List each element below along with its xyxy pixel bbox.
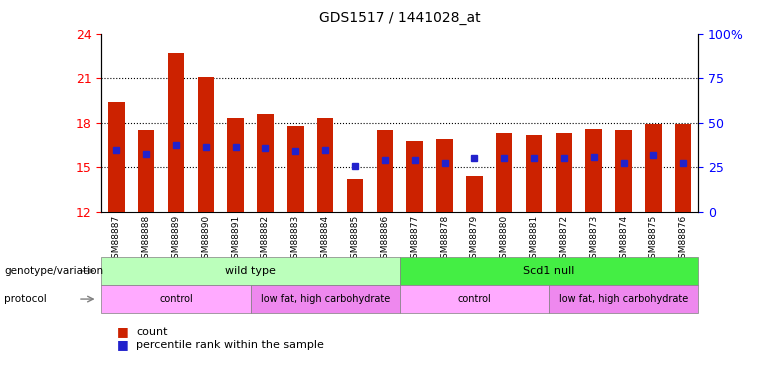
Bar (287, 126, 303, 212)
Bar (228, 118, 244, 212)
Text: protocol: protocol (4, 294, 47, 304)
Text: count: count (136, 327, 168, 337)
Bar (406, 141, 423, 212)
Text: ■: ■ (117, 339, 129, 351)
Text: control: control (159, 294, 193, 304)
Bar (675, 124, 691, 212)
Text: ■: ■ (117, 326, 129, 338)
Text: control: control (457, 294, 491, 304)
Bar (257, 114, 274, 212)
Bar (555, 133, 572, 212)
Text: Scd1 null: Scd1 null (523, 266, 575, 276)
Bar (526, 135, 542, 212)
Bar (496, 133, 512, 212)
Text: low fat, high carbohydrate: low fat, high carbohydrate (559, 294, 688, 304)
Text: GDS1517 / 1441028_at: GDS1517 / 1441028_at (319, 11, 480, 25)
Bar (645, 124, 661, 212)
Bar (138, 130, 154, 212)
Text: genotype/variation: genotype/variation (4, 266, 103, 276)
Text: wild type: wild type (225, 266, 276, 276)
Text: percentile rank within the sample: percentile rank within the sample (136, 340, 324, 350)
Bar (586, 129, 602, 212)
Bar (317, 118, 333, 212)
Bar (615, 130, 632, 212)
Bar (377, 130, 393, 212)
Text: low fat, high carbohydrate: low fat, high carbohydrate (261, 294, 390, 304)
Bar (168, 53, 184, 212)
Bar (466, 176, 483, 212)
Bar (436, 139, 452, 212)
Bar (197, 77, 214, 212)
Bar (347, 179, 363, 212)
Bar (108, 102, 125, 212)
